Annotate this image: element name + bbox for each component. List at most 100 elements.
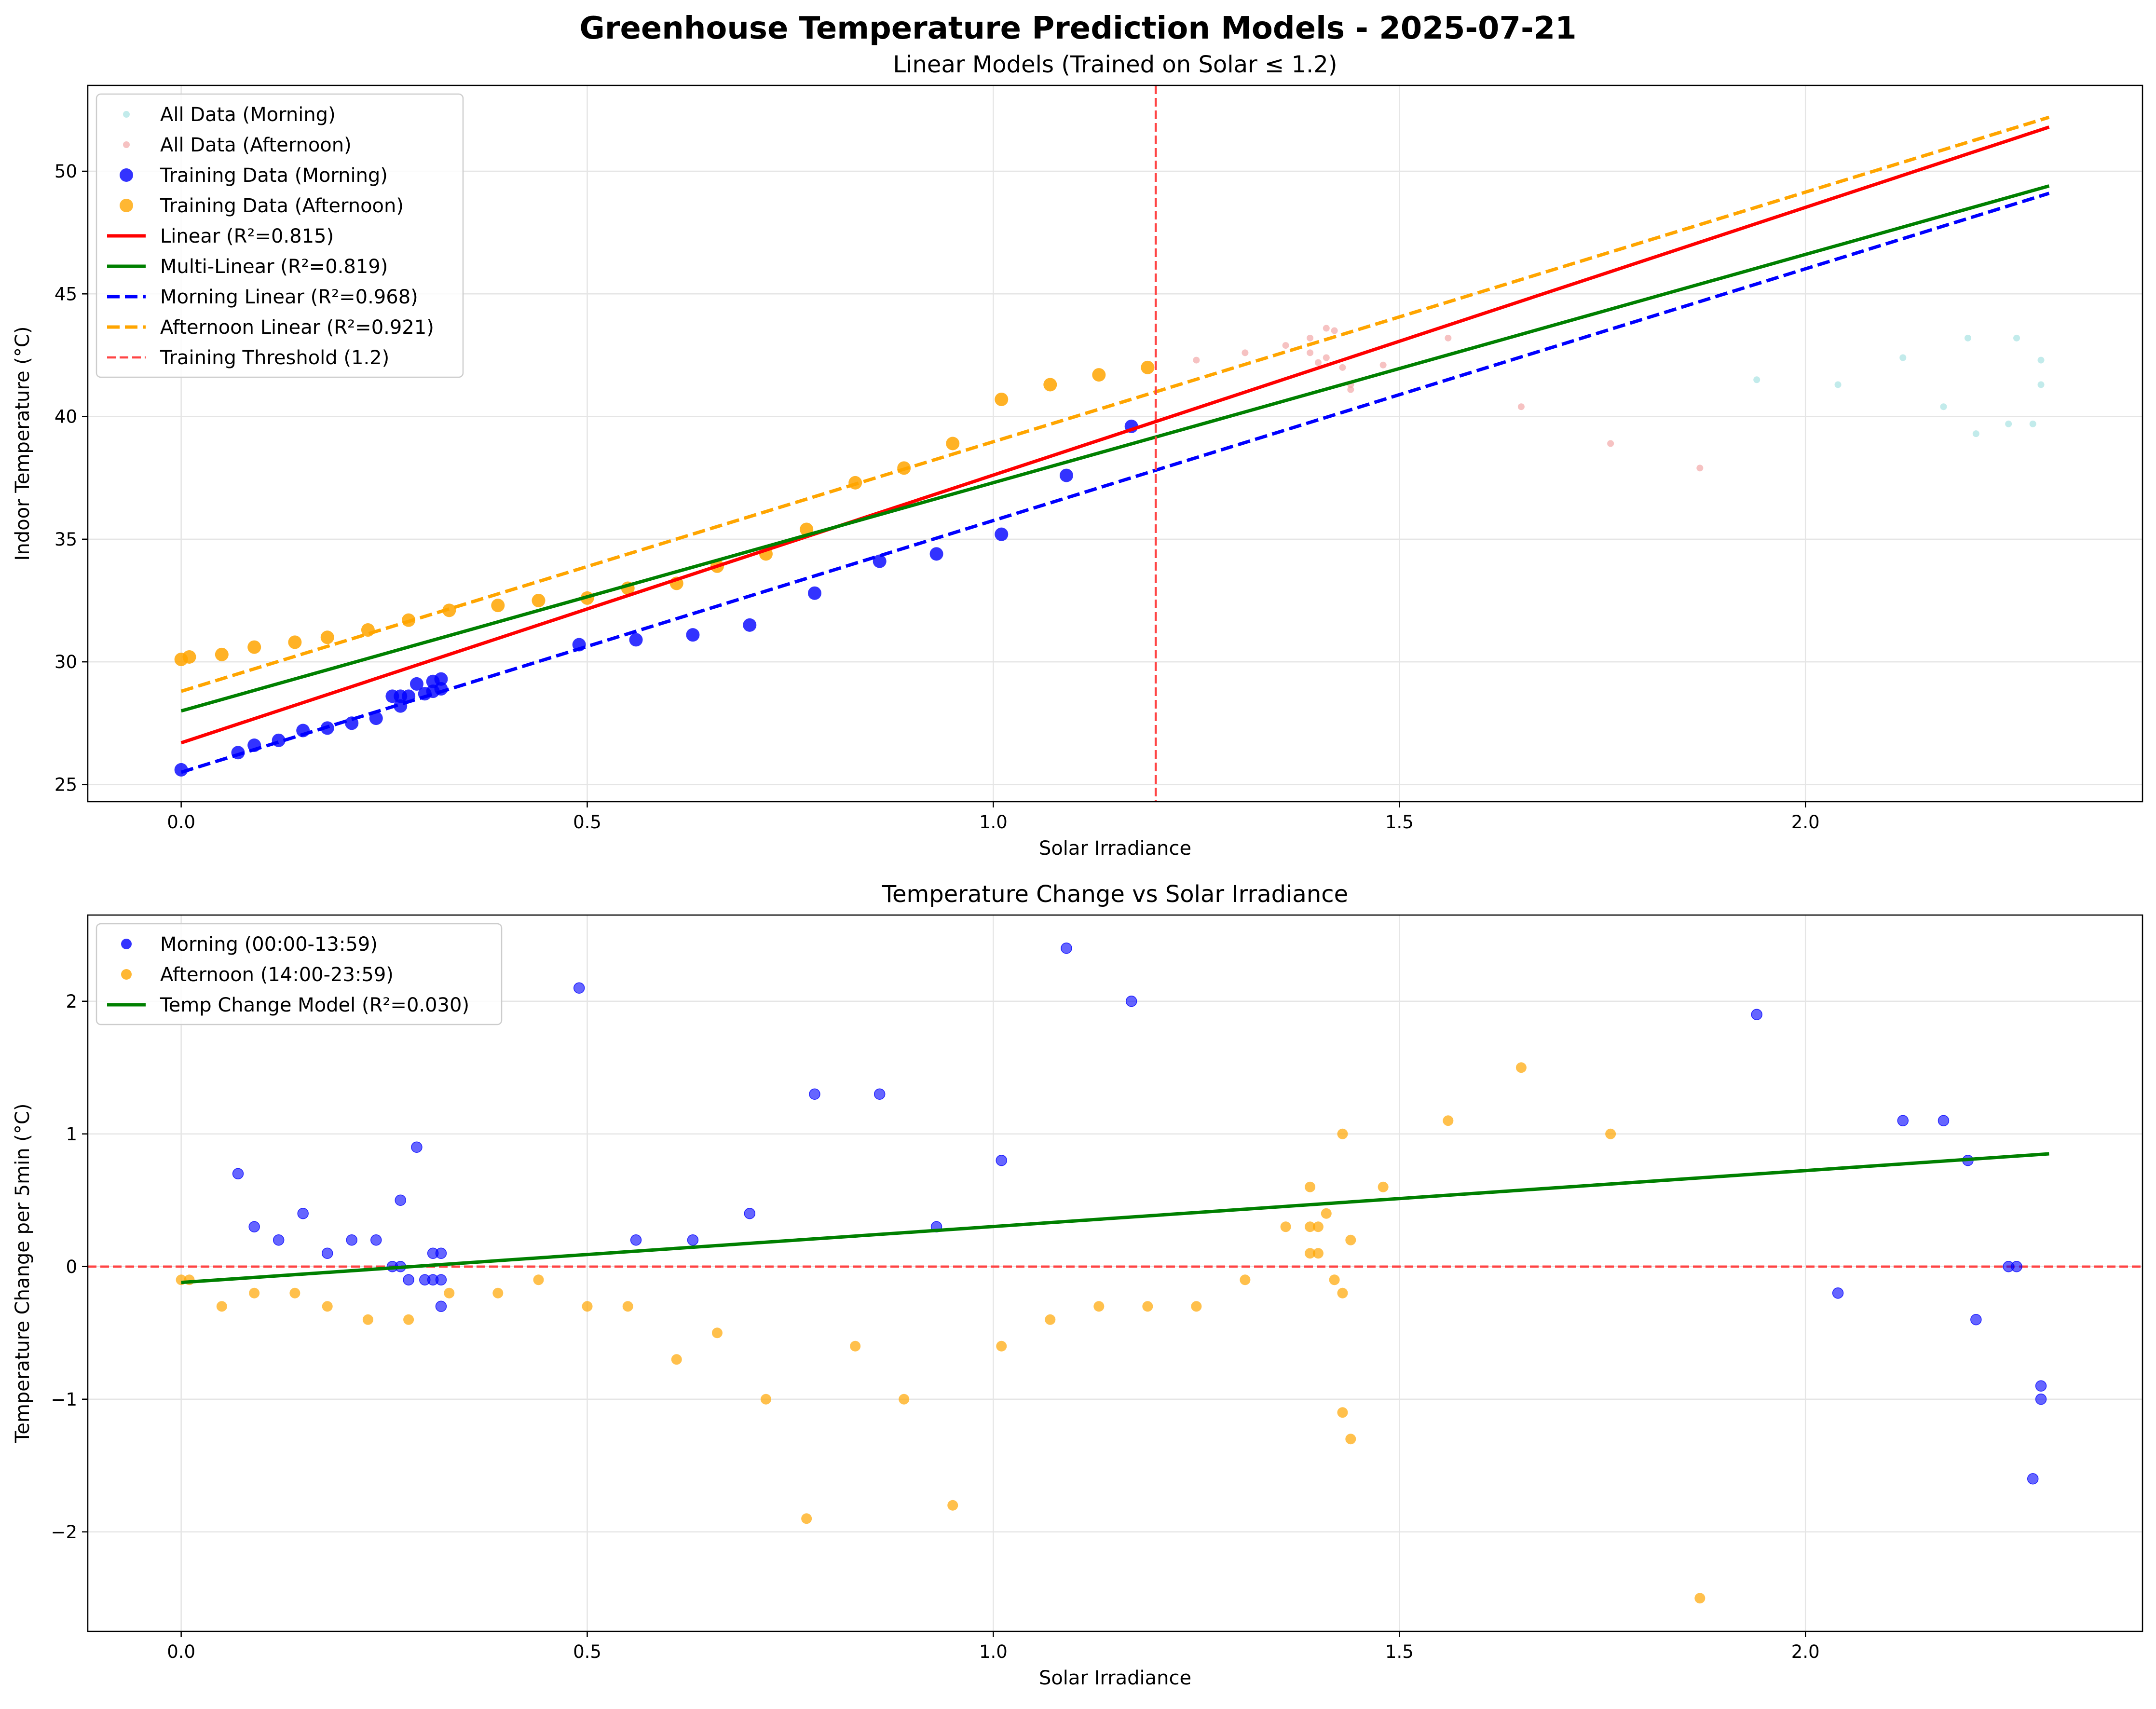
all-data-afternoon-point (1607, 440, 1614, 447)
all-data-morning-point (2037, 381, 2045, 388)
legend-label: Training Threshold (1.2) (160, 347, 389, 369)
legend-label: Training Data (Afternoon) (160, 195, 404, 217)
figure-title: Greenhouse Temperature Prediction Models… (579, 11, 1576, 46)
plot-area (88, 915, 2142, 1631)
legend-label: Afternoon Linear (R²=0.921) (160, 316, 434, 339)
morning-change-point (346, 1234, 357, 1246)
morning-change-point (273, 1234, 285, 1246)
afternoon-change-point (403, 1314, 414, 1325)
legend-label: All Data (Morning) (160, 104, 336, 126)
legend-label: Temp Change Model (R²=0.030) (160, 994, 469, 1016)
legend-box (96, 923, 503, 1025)
x-axis-label: Solar Irradiance (1039, 837, 1191, 860)
all-data-morning-point (2037, 356, 2045, 364)
all-data-morning-point (2029, 420, 2036, 427)
morning-change-point (370, 1234, 382, 1246)
afternoon-change-point (1337, 1407, 1348, 1418)
morning-change-point (573, 982, 585, 994)
x-tick-label: 1.0 (979, 1641, 1008, 1662)
afternoon-change-point (947, 1500, 958, 1511)
morning-change-point (435, 1274, 447, 1285)
morning-change-point (2035, 1394, 2047, 1405)
training-morning-point (409, 677, 423, 691)
morning-change-point (1938, 1115, 1950, 1126)
afternoon-change-point (444, 1287, 455, 1299)
x-tick-label: 2.0 (1791, 812, 1820, 833)
training-afternoon-point (946, 437, 960, 451)
y-tick-label: −1 (51, 1389, 77, 1410)
all-data-morning-point (1964, 334, 1971, 342)
axes-frame (87, 914, 2143, 1632)
afternoon-change-point (1305, 1221, 1316, 1232)
training-afternoon-point (182, 650, 196, 664)
afternoon-change-point (533, 1274, 544, 1285)
y-axis-label: Indoor Temperature (°C) (12, 327, 34, 561)
afternoon-change-point (582, 1301, 593, 1312)
afternoon-change-point (1605, 1128, 1616, 1139)
legend-label: All Data (Afternoon) (160, 134, 352, 156)
morning-change-point (321, 1247, 333, 1259)
afternoon-change-point (1312, 1221, 1324, 1232)
afternoon-change-point (1142, 1301, 1153, 1312)
afternoon-change-point (1305, 1248, 1316, 1259)
afternoon-change-point (1443, 1115, 1454, 1126)
all-data-afternoon-point (1307, 334, 1314, 342)
afternoon-change-point (1337, 1128, 1348, 1139)
afternoon-change-point (362, 1314, 373, 1325)
morning-change-point (687, 1234, 699, 1246)
training-morning-point (174, 763, 188, 777)
legend-marker-dot (120, 168, 133, 182)
afternoon-change-point (1345, 1234, 1356, 1245)
training-afternoon-point (1141, 360, 1155, 374)
all-data-afternoon-point (1379, 361, 1387, 369)
training-morning-point (1059, 468, 1073, 482)
morning-change-point (1897, 1115, 1909, 1126)
model-line-2 (180, 191, 2050, 774)
x-tick-label: 0.5 (573, 1641, 601, 1662)
x-tick-label: 0.5 (573, 812, 601, 833)
morning-change-point (1751, 1009, 1762, 1020)
y-tick-label: 45 (55, 284, 77, 304)
morning-change-point (2035, 1380, 2047, 1392)
axes-frame (87, 84, 2143, 803)
afternoon-change-point (1694, 1593, 1706, 1604)
y-tick-label: 25 (55, 774, 77, 795)
afternoon-change-point (622, 1301, 633, 1312)
x-tick-label: 2.0 (1791, 1641, 1820, 1662)
x-tick-label: 0.0 (167, 1641, 195, 1662)
legend-label: Morning (00:00-13:59) (160, 933, 378, 956)
afternoon-change-point (1312, 1248, 1324, 1259)
training-morning-point (686, 628, 700, 642)
morning-change-point (297, 1208, 309, 1219)
all-data-afternoon-point (1445, 334, 1452, 342)
training-morning-point (743, 618, 757, 632)
y-tick-label: 30 (55, 652, 77, 672)
x-tick-label: 1.0 (979, 812, 1008, 833)
morning-change-point (435, 1300, 447, 1312)
morning-change-point (2027, 1473, 2039, 1485)
afternoon-change-point (1515, 1062, 1527, 1073)
model-line-1 (180, 184, 2050, 713)
morning-change-point (630, 1234, 642, 1246)
morning-change-point (435, 1247, 447, 1259)
training-morning-point (995, 527, 1009, 541)
training-morning-point (434, 672, 448, 686)
all-data-afternoon-point (1193, 356, 1200, 364)
legend-label: Afternoon (14:00-23:59) (160, 964, 394, 986)
legend-marker-dot (121, 939, 132, 949)
y-tick-label: −2 (51, 1522, 77, 1543)
legend-label: Morning Linear (R²=0.968) (160, 286, 418, 308)
afternoon-change-point (1240, 1274, 1251, 1285)
morning-change-point (2011, 1261, 2022, 1272)
legend-box (96, 93, 464, 378)
afternoon-change-point (249, 1287, 260, 1299)
y-tick-label: 50 (55, 161, 77, 182)
morning-change-point (744, 1208, 756, 1219)
data-layer (88, 943, 2142, 1604)
all-data-morning-point (1834, 381, 1842, 388)
morning-change-point (395, 1194, 407, 1206)
afternoon-change-point (1378, 1181, 1389, 1192)
morning-change-point (248, 1221, 260, 1232)
morning-change-point (232, 1168, 244, 1179)
